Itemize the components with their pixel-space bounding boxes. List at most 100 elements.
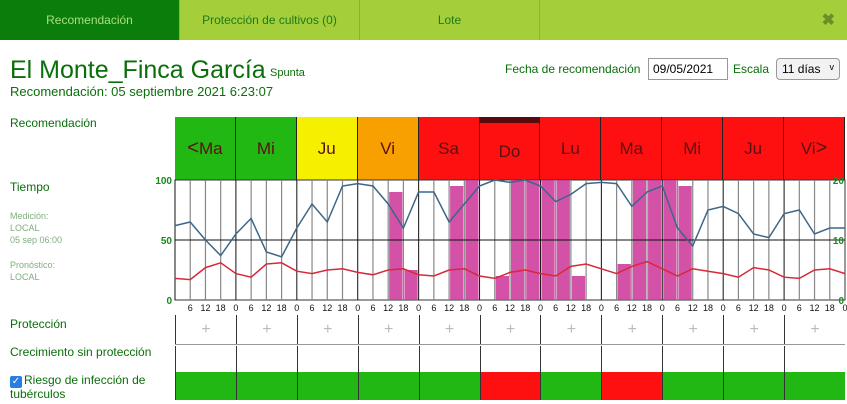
hour-tick: 0 bbox=[782, 303, 787, 313]
tab-proteccion-cultivos[interactable]: Protección de cultivos (0) bbox=[180, 0, 360, 40]
grow-cell bbox=[662, 346, 723, 372]
prot-cell[interactable]: + bbox=[479, 315, 541, 344]
weather-chart: 6 12 18 0 6 12 18 0 6 12 18 0 6 12 18 0 6 12 18 0 6 12 18 0 6 12 1… bbox=[155, 176, 847, 313]
hour-tick: 6 bbox=[431, 303, 436, 313]
hour-tick: 12 bbox=[505, 303, 515, 313]
checkbox-checked-icon[interactable]: ✓ bbox=[10, 376, 22, 388]
day-9[interactable]: Ju bbox=[723, 117, 785, 180]
tab-lote[interactable]: Lote bbox=[360, 0, 540, 40]
prot-cell[interactable]: + bbox=[418, 315, 480, 344]
prot-cell[interactable]: + bbox=[784, 315, 845, 344]
weather-label: Tiempo bbox=[10, 180, 50, 194]
hour-tick: 6 bbox=[310, 303, 315, 313]
hour-tick: 6 bbox=[553, 303, 558, 313]
risk-cell bbox=[723, 372, 785, 400]
scale-select[interactable]: 11 días v bbox=[776, 58, 840, 80]
risk-label[interactable]: ✓ Riesgo de infección de tubérculos bbox=[10, 374, 170, 401]
date-input[interactable] bbox=[648, 58, 728, 80]
hour-tick: 6 bbox=[675, 303, 680, 313]
hour-tick: 0 bbox=[416, 303, 421, 313]
hour-tick: 18 bbox=[703, 303, 713, 313]
risk-cell bbox=[540, 372, 602, 400]
scale-value: 11 días bbox=[782, 62, 821, 76]
prot-cell[interactable]: + bbox=[723, 315, 784, 344]
prot-cell[interactable]: + bbox=[175, 315, 236, 344]
grow-cell bbox=[235, 346, 297, 372]
grow-cell bbox=[296, 346, 358, 372]
day-5[interactable]: Do bbox=[479, 117, 541, 180]
prot-cell[interactable]: + bbox=[296, 315, 358, 344]
day-2[interactable]: Ju bbox=[296, 117, 358, 180]
day-6[interactable]: Lu bbox=[540, 117, 602, 180]
page-title: El Monte_Finca García bbox=[10, 56, 266, 84]
hour-tick: 12 bbox=[688, 303, 698, 313]
day-7[interactable]: Ma bbox=[601, 117, 663, 180]
variety-label: Spunta bbox=[270, 67, 305, 79]
hour-tick: 6 bbox=[797, 303, 802, 313]
hour-tick: 0 bbox=[538, 303, 543, 313]
risk-row bbox=[175, 372, 845, 400]
hour-tick: 18 bbox=[277, 303, 287, 313]
arrow-right-icon[interactable]: > bbox=[815, 137, 828, 159]
grow-cell bbox=[540, 346, 601, 372]
hour-tick: 0 bbox=[842, 303, 847, 313]
hour-tick: 0 bbox=[294, 303, 299, 313]
day-8[interactable]: Mi bbox=[662, 117, 724, 180]
risk-cell bbox=[175, 372, 236, 400]
recommendation-timestamp: Recomendación: 05 septiembre 2021 6:23:0… bbox=[10, 84, 274, 99]
protection-row: + + + + + + + + + + + bbox=[175, 315, 845, 345]
forecast-source: LOCAL bbox=[10, 272, 40, 282]
hour-tick: 18 bbox=[642, 303, 652, 313]
prot-cell[interactable]: + bbox=[601, 315, 662, 344]
hour-tick: 0 bbox=[355, 303, 360, 313]
hour-tick: 12 bbox=[444, 303, 454, 313]
hour-tick: 12 bbox=[322, 303, 332, 313]
risk-cell bbox=[357, 372, 419, 400]
day-10[interactable]: Vi > bbox=[784, 117, 845, 180]
day-label: Vi bbox=[800, 138, 816, 158]
hour-tick: 12 bbox=[810, 303, 820, 313]
close-icon[interactable]: ✖ bbox=[821, 12, 835, 29]
prot-cell[interactable]: + bbox=[357, 315, 419, 344]
hour-tick: 18 bbox=[459, 303, 469, 313]
day-1[interactable]: Mi bbox=[235, 117, 297, 180]
prot-cell[interactable]: + bbox=[235, 315, 297, 344]
grow-cell bbox=[723, 346, 784, 372]
hour-tick: 18 bbox=[581, 303, 591, 313]
prot-cell[interactable]: + bbox=[540, 315, 601, 344]
rain-bar bbox=[617, 264, 631, 300]
rain-bar bbox=[450, 186, 464, 300]
temperature-line bbox=[174, 260, 846, 281]
hour-tick: 0 bbox=[599, 303, 604, 313]
day-4[interactable]: Sa bbox=[418, 117, 480, 180]
grow-cell bbox=[784, 346, 845, 372]
rain-bar bbox=[404, 270, 418, 300]
hour-tick: 12 bbox=[749, 303, 759, 313]
arrow-left-icon[interactable]: < bbox=[187, 137, 199, 159]
protection-label: Protección bbox=[10, 317, 67, 331]
measurement-label: Medición: bbox=[10, 211, 49, 221]
hour-tick: 18 bbox=[398, 303, 408, 313]
risk-cell bbox=[296, 372, 358, 400]
forecast-info: Pronóstico: LOCAL bbox=[10, 259, 55, 283]
hour-tick: 0 bbox=[721, 303, 726, 313]
growth-row bbox=[175, 346, 845, 372]
humidity-line bbox=[174, 179, 845, 258]
scale-label: Escala bbox=[733, 62, 770, 76]
risk-cell bbox=[601, 372, 663, 400]
tab-bar: Recomendación Protección de cultivos (0)… bbox=[0, 0, 847, 40]
day-recommendation-row: < Ma Mi Ju Vi Sa Do Lu Ma Mi Ju Vi > bbox=[175, 117, 845, 180]
left-axis-tick: 100 bbox=[155, 176, 172, 187]
hour-tick: 0 bbox=[477, 303, 482, 313]
hour-tick: 6 bbox=[370, 303, 375, 313]
grow-cell bbox=[601, 346, 662, 372]
grow-cell bbox=[357, 346, 419, 372]
risk-cell bbox=[784, 372, 845, 400]
day-0[interactable]: < Ma bbox=[175, 117, 236, 180]
date-label: Fecha de recomendación bbox=[505, 62, 641, 76]
forecast-label: Pronóstico: bbox=[10, 260, 56, 270]
tab-recomendacion[interactable]: Recomendación bbox=[0, 0, 180, 40]
prot-cell[interactable]: + bbox=[662, 315, 723, 344]
rain-bar bbox=[389, 192, 403, 300]
day-3[interactable]: Vi bbox=[357, 117, 419, 180]
